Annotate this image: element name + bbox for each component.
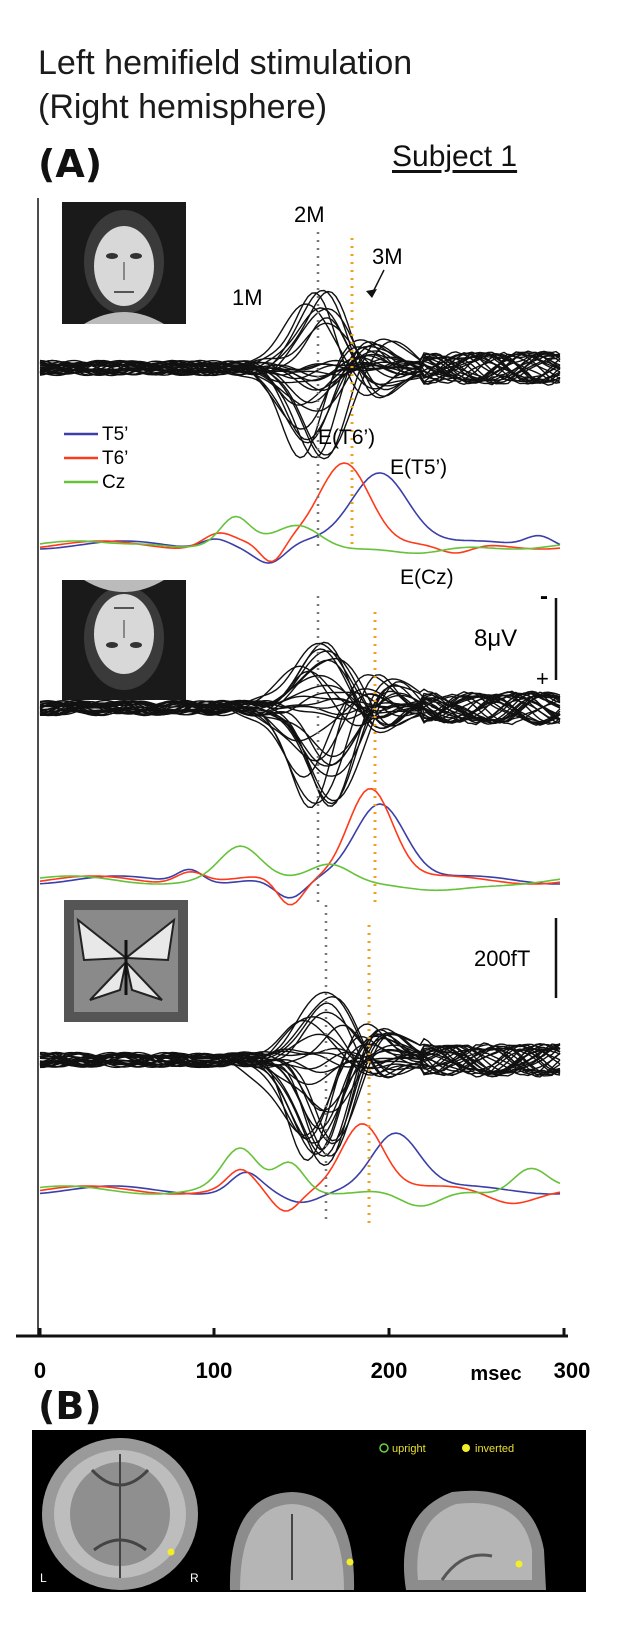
meg-trace <box>39 352 560 384</box>
subject-label: Subject 1 <box>392 140 518 173</box>
meg-traces-butterfly <box>39 991 561 1167</box>
meg-trace <box>39 351 561 412</box>
meg-trace <box>39 1045 561 1076</box>
meg-trace <box>39 1047 561 1086</box>
mri-dot-sagittal <box>515 1560 523 1568</box>
eeg-trace-cz <box>39 845 561 892</box>
x-tick-label-200: 200 <box>371 1358 408 1383</box>
meg-traces-upright <box>39 289 561 460</box>
mri-panel: L R upright inverted <box>32 1430 586 1592</box>
stimulus-butterfly <box>64 900 188 1022</box>
mri-axial-slice: L R <box>40 1438 199 1590</box>
eeg-trace-t5 <box>39 803 560 899</box>
inverted-marker-icon <box>462 1444 470 1452</box>
eeg-trace-t6 <box>39 787 561 906</box>
mri-legend-inverted: inverted <box>475 1443 514 1455</box>
mri-left-marker: L <box>40 1571 47 1585</box>
meg-trace <box>39 345 561 444</box>
meg-trace <box>39 353 561 384</box>
meg-trace <box>39 292 561 397</box>
x-tick-label-100: 100 <box>196 1358 233 1383</box>
mri-dot-coronal <box>346 1558 354 1566</box>
meg-trace <box>39 1016 561 1076</box>
eeg-traces-inverted <box>39 787 561 906</box>
mri-coronal-slice <box>229 1492 355 1590</box>
peak-3m-arrow-head <box>366 289 377 298</box>
meg-scale-value: 200fT <box>474 946 530 971</box>
meg-trace <box>39 1043 561 1075</box>
mri-legend-upright: upright <box>392 1443 426 1455</box>
meg-traces-inverted <box>39 641 561 809</box>
eeg-label-t6: E(T6’) <box>318 426 375 449</box>
meg-trace <box>39 1035 561 1140</box>
waveform-figure: 0 100 200 300 msec <box>16 198 591 1385</box>
eeg-traces-upright <box>39 462 561 564</box>
upright-marker-icon <box>379 1443 389 1453</box>
x-tick-label-0: 0 <box>34 1358 46 1383</box>
meg-trace <box>39 691 561 721</box>
meg-trace <box>39 289 561 399</box>
eeg-scale-minus: - <box>540 583 548 610</box>
eeg-label-cz: E(Cz) <box>400 566 454 589</box>
channel-legend: T5’ T6’ Cz <box>64 424 128 493</box>
peak-label-2m: 2M <box>294 202 325 227</box>
legend-label-t5: T5’ <box>102 424 128 445</box>
panel-label-b: (B) <box>38 1384 102 1428</box>
eeg-scale-value: 8μV <box>474 625 517 652</box>
x-tick-label-300: 300 <box>554 1358 591 1383</box>
mri-images: L R upright inverted <box>40 1438 546 1590</box>
meg-trace <box>39 341 561 459</box>
eeg-trace-t6 <box>39 1123 561 1212</box>
mri-sagittal-slice <box>403 1490 546 1590</box>
stimulus-face-inverted <box>62 580 186 700</box>
figure-title-line1: Left hemifield stimulation <box>38 44 413 82</box>
peak-label-3m: 3M <box>372 244 403 269</box>
eeg-trace-t5 <box>39 472 561 564</box>
meg-trace <box>39 685 561 805</box>
meg-trace <box>39 678 561 807</box>
panel-label-a: (A) <box>38 142 103 186</box>
eeg-traces-butterfly <box>39 1123 561 1212</box>
meg-trace <box>39 688 561 778</box>
eeg-trace-cz <box>39 515 561 554</box>
figure-title-line2: (Right hemisphere) <box>38 88 328 126</box>
x-axis-unit: msec <box>470 1363 521 1385</box>
mri-dot-axial <box>167 1548 175 1556</box>
peak-label-1m: 1M <box>232 285 263 310</box>
eeg-trace-cz <box>39 1147 561 1207</box>
legend-label-cz: Cz <box>102 472 125 493</box>
eeg-label-t5: E(T5’) <box>390 456 447 479</box>
meg-trace <box>39 691 561 766</box>
legend-label-t6: T6’ <box>102 448 128 469</box>
stimulus-face-upright <box>62 202 186 324</box>
meg-trace <box>39 691 561 724</box>
meg-trace <box>39 307 561 391</box>
eeg-scale-plus: + <box>536 666 549 691</box>
mri-right-marker: R <box>190 1571 199 1585</box>
meg-trace <box>39 317 561 386</box>
